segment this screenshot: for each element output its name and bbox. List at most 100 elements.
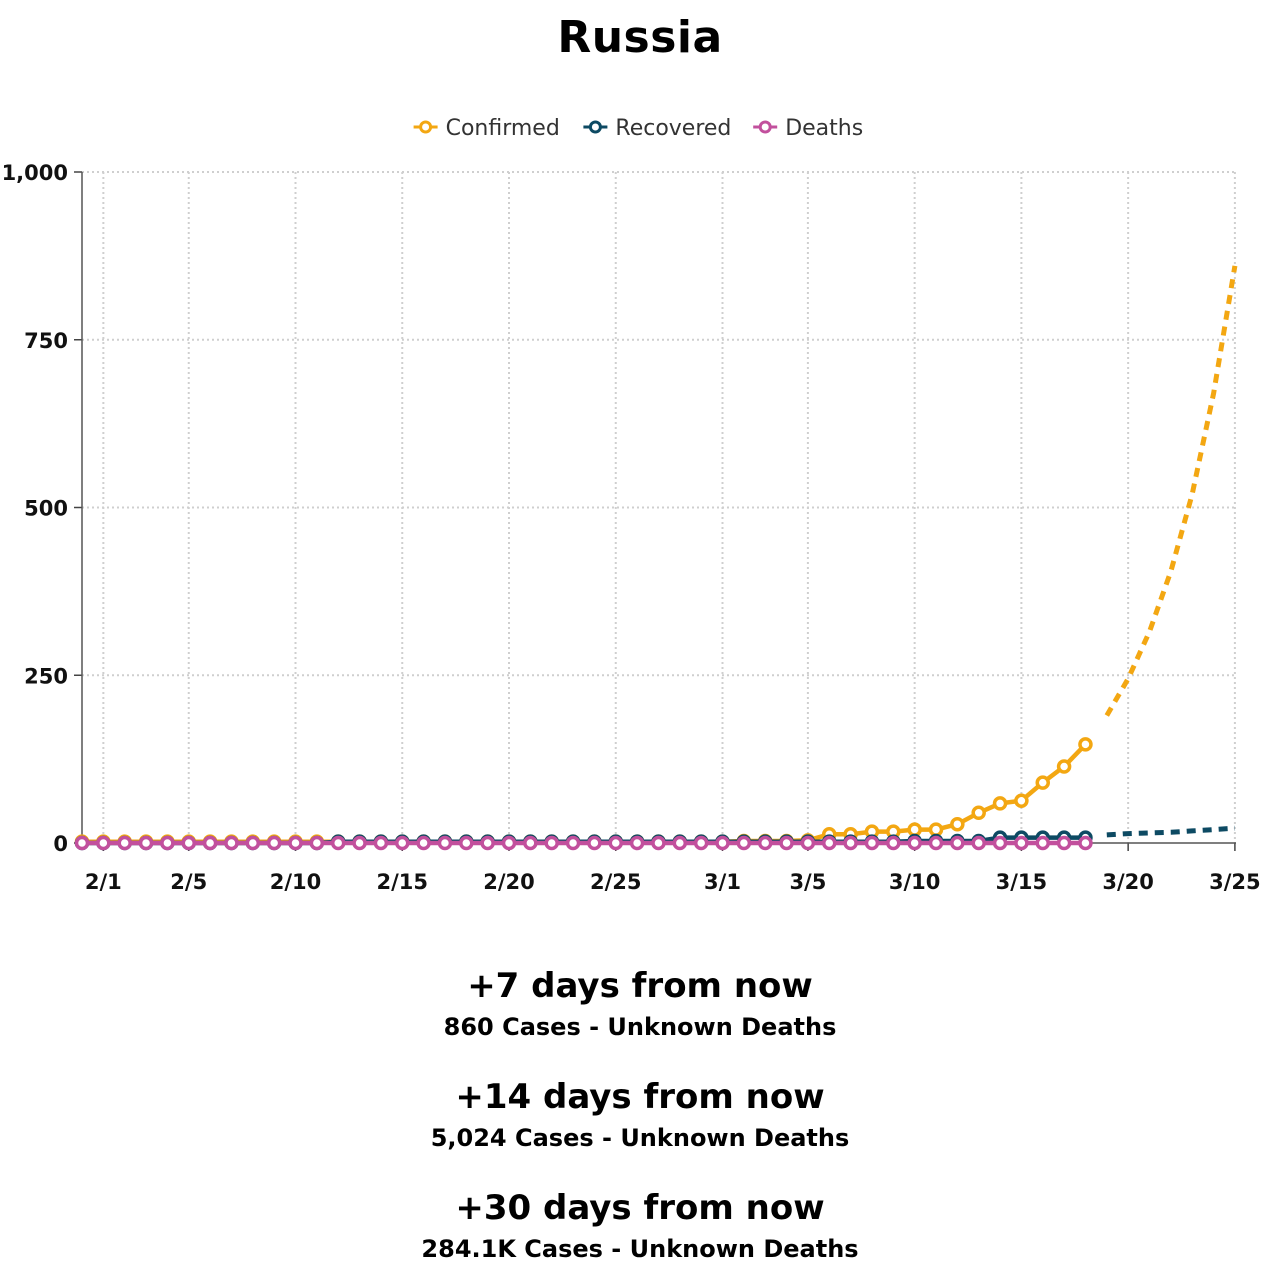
deaths-point <box>907 835 922 851</box>
deaths-point <box>288 835 303 851</box>
deaths-point <box>715 835 730 851</box>
deaths-point <box>1014 835 1029 851</box>
deaths-point <box>608 835 623 851</box>
forecast-14-days: +14 days from now 5,024 Cases - Unknown … <box>0 1077 1280 1153</box>
deaths-point <box>309 835 325 851</box>
x-tick-label: 3/5 <box>789 870 826 894</box>
confirmed-point <box>928 822 944 837</box>
axes: 0 250 500 750 1,000 2/1 2/5 2/10 2/15 2/20 2/25 3/1… <box>2 161 1261 894</box>
deaths-point <box>352 835 367 851</box>
legend-item-confirmed: Confirmed <box>413 116 560 141</box>
deaths-point <box>373 835 389 851</box>
deaths-point <box>651 835 666 851</box>
deaths-point <box>501 835 517 851</box>
deaths-point <box>886 835 901 851</box>
confirmed-forecast-line <box>1104 265 1238 717</box>
confirmed-point <box>1035 775 1050 790</box>
deaths-point <box>992 835 1008 851</box>
deaths-point <box>1035 835 1050 851</box>
x-tick-label: 2/10 <box>270 870 322 894</box>
confirmed-point <box>950 816 965 832</box>
y-tick-label: 750 <box>24 329 68 353</box>
x-tick-label: 3/20 <box>1102 870 1154 894</box>
deaths-point <box>800 835 816 851</box>
confirmed-point <box>992 796 1008 811</box>
confirmed-point <box>1014 793 1029 808</box>
forecast-title: +30 days from now <box>455 1188 825 1228</box>
deaths-point <box>544 835 559 851</box>
deaths-point <box>672 835 688 851</box>
deaths-point <box>950 835 965 851</box>
deaths-point <box>822 835 837 851</box>
y-tick-label: 0 <box>53 832 68 856</box>
x-tick-label: 3/15 <box>996 870 1048 894</box>
x-tick-label: 2/20 <box>483 870 535 894</box>
deaths-point <box>971 835 986 851</box>
y-tick-label: 500 <box>24 497 68 521</box>
deaths-point <box>181 835 196 851</box>
deaths-point <box>416 835 431 851</box>
deaths-point <box>587 835 602 851</box>
deaths-point <box>160 835 175 851</box>
forecast-detail: 284.1K Cases - Unknown Deaths <box>421 1235 859 1263</box>
deaths-point <box>480 835 495 851</box>
forecast-detail: 860 Cases - Unknown Deaths <box>443 1013 837 1041</box>
deaths-point <box>843 835 858 851</box>
deaths-point <box>117 835 132 851</box>
legend-item-deaths: Deaths <box>753 116 863 141</box>
line-chart: Confirmed Recovered Deaths 0 250 500 750 1,000… <box>2 116 1261 894</box>
legend-swatch-marker <box>758 120 772 134</box>
deaths-point <box>96 835 111 851</box>
deaths-point <box>629 835 645 851</box>
x-tick-label: 3/25 <box>1209 870 1261 894</box>
series-layer <box>74 265 1238 851</box>
deaths-point <box>523 835 538 851</box>
confirmed-point <box>1056 759 1072 774</box>
legend-label: Confirmed <box>446 116 560 141</box>
legend-swatch-marker <box>588 120 602 134</box>
deaths-point <box>74 835 90 851</box>
deaths-point <box>693 835 709 851</box>
recovered-forecast-line <box>1106 825 1236 838</box>
deaths-point <box>437 835 453 851</box>
confirmed-point <box>1078 737 1093 752</box>
deaths-point <box>757 835 773 851</box>
deaths-point <box>779 835 794 851</box>
forecast-detail: 5,024 Cases - Unknown Deaths <box>430 1124 850 1152</box>
deaths-point <box>928 835 944 851</box>
x-tick-label: 3/10 <box>889 870 941 894</box>
y-tick-label: 250 <box>24 664 68 688</box>
confirmed-point <box>971 805 986 821</box>
legend: Confirmed Recovered Deaths <box>413 116 863 141</box>
forecast-30-days: +30 days from now 284.1K Cases - Unknown… <box>0 1188 1280 1264</box>
deaths-point <box>395 835 410 851</box>
x-tick-label: 2/25 <box>590 870 642 894</box>
deaths-point <box>138 835 154 851</box>
legend-label: Deaths <box>785 116 863 141</box>
forecast-7-days: +7 days from now 860 Cases - Unknown Dea… <box>0 966 1280 1042</box>
deaths-point <box>224 835 239 851</box>
x-tick-label: 2/1 <box>85 870 122 894</box>
confirmed-point <box>907 822 922 837</box>
legend-item-recovered: Recovered <box>583 116 731 141</box>
deaths-point <box>565 835 581 851</box>
deaths-point <box>736 835 752 851</box>
forecast-title: +7 days from now <box>467 966 813 1006</box>
x-tick-label: 2/15 <box>376 870 428 894</box>
deaths-point <box>1056 835 1072 851</box>
legend-label: Recovered <box>615 116 731 141</box>
legend-swatch-marker <box>419 120 433 134</box>
gridlines <box>82 171 1236 843</box>
deaths-point <box>266 835 282 851</box>
x-tick-label: 3/1 <box>704 870 741 894</box>
deaths-point <box>1078 835 1093 851</box>
chart-title: Russia <box>557 12 723 63</box>
y-tick-label: 1,000 <box>2 161 68 185</box>
forecast-title: +14 days from now <box>455 1077 825 1117</box>
x-tick-label: 2/5 <box>170 870 207 894</box>
deaths-point <box>864 835 880 851</box>
deaths-point <box>202 835 218 851</box>
deaths-point <box>459 835 474 851</box>
deaths-point <box>330 835 346 851</box>
deaths-point <box>245 835 261 851</box>
